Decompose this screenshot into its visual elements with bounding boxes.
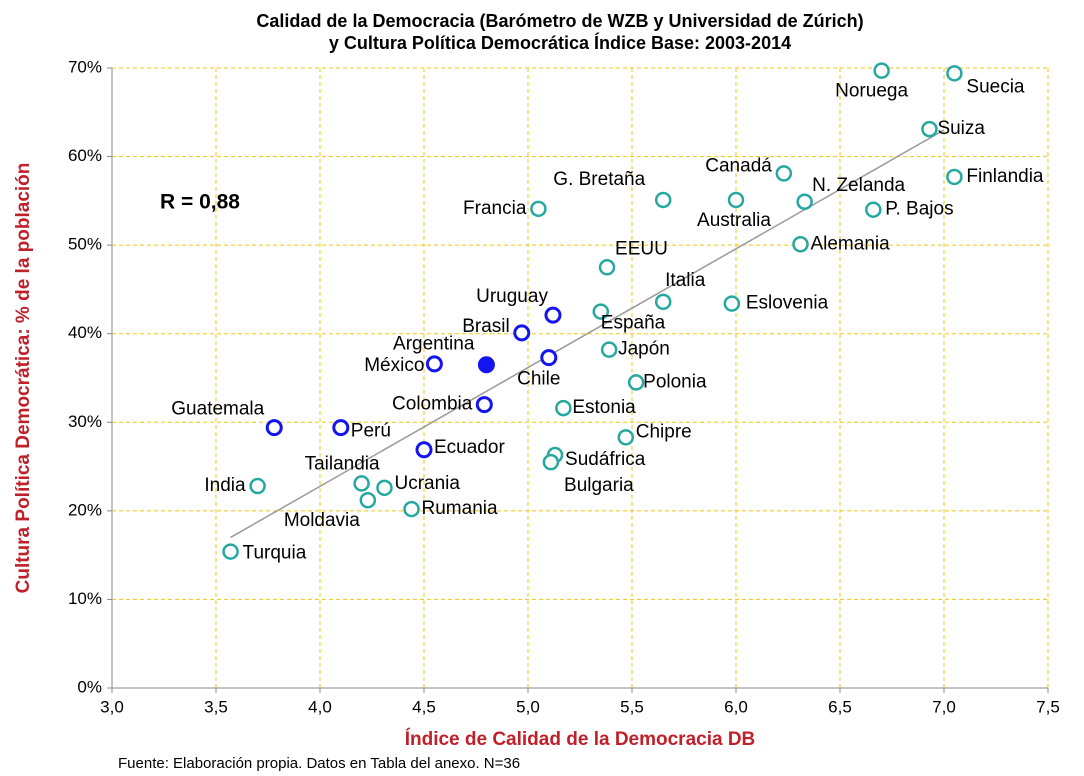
data-point <box>654 293 672 311</box>
point-label: Guatemala <box>171 399 264 420</box>
x-tick-label: 5,5 <box>620 697 644 716</box>
data-point <box>946 168 963 186</box>
point-label: México <box>364 355 424 376</box>
point-label: Colombia <box>392 394 473 415</box>
data-point <box>946 65 963 82</box>
data-point <box>865 201 882 218</box>
data-point <box>353 475 370 492</box>
data-point <box>617 429 635 446</box>
x-tick-label: 6,0 <box>724 697 748 716</box>
data-point <box>873 62 890 79</box>
point-label: Finlandia <box>966 166 1044 187</box>
x-tick-label: 3,0 <box>100 697 124 716</box>
chart-subtitle: y Cultura Política Democrática Índice Ba… <box>329 32 791 53</box>
point-label: Japón <box>618 339 670 360</box>
point-label: Ecuador <box>434 437 505 458</box>
point-label: Tailandia <box>305 453 380 474</box>
point-label: Suiza <box>937 118 985 139</box>
x-tick-label: 7,0 <box>932 697 956 716</box>
data-point <box>555 399 572 417</box>
point-label: P. Bajos <box>885 199 953 220</box>
data-point <box>513 324 531 342</box>
x-tick-label: 5,0 <box>516 697 540 716</box>
y-axis-title: Cultura Política Democrática: % de la po… <box>13 163 34 594</box>
data-point <box>403 500 420 518</box>
point-label: Alemania <box>810 233 890 254</box>
point-label: Bulgaria <box>564 475 634 496</box>
source-note: Fuente: Elaboración propia. Datos en Tab… <box>118 755 520 772</box>
data-point <box>542 453 560 471</box>
chart-title: Calidad de la Democracia (Barómetro de W… <box>256 11 863 31</box>
point-label: Perú <box>351 421 391 442</box>
data-point <box>332 419 350 437</box>
data-point <box>600 341 618 358</box>
y-tick-label: 0% <box>77 677 102 696</box>
data-point <box>376 479 393 497</box>
point-label: Brasil <box>462 316 510 337</box>
point-label: N. Zelanda <box>812 175 905 196</box>
data-point <box>544 306 562 324</box>
point-label: Chile <box>517 369 560 390</box>
point-label: Turquia <box>243 543 307 564</box>
point-label: G. Bretaña <box>553 169 645 190</box>
point-label: Canadá <box>705 155 772 176</box>
data-point <box>792 236 809 253</box>
data-point <box>592 303 610 320</box>
point-label: Argentina <box>393 334 475 355</box>
y-tick-label: 70% <box>68 57 102 76</box>
x-tick-label: 6,5 <box>828 697 852 716</box>
point-label: Suecia <box>966 76 1025 97</box>
data-point <box>425 355 443 373</box>
point-label: Eslovenia <box>746 293 829 314</box>
data-point <box>477 356 495 374</box>
point-label: Moldavia <box>284 510 360 531</box>
data-point <box>222 543 239 560</box>
data-point <box>265 419 283 437</box>
point-label: Estonia <box>572 397 636 418</box>
y-tick-label: 60% <box>68 146 102 165</box>
y-tick-label: 20% <box>68 500 102 519</box>
point-label: Rumania <box>422 498 498 519</box>
point-label: Australia <box>697 210 771 231</box>
point-label: Uruguay <box>476 286 548 307</box>
y-tick-label: 50% <box>68 235 102 254</box>
annotation: R = 0,88 <box>160 191 240 214</box>
point-label: Sudáfrica <box>565 449 646 470</box>
point-label: Noruega <box>835 81 908 102</box>
point-label: Polonia <box>643 371 707 392</box>
x-tick-label: 3,5 <box>204 697 228 716</box>
point-label: Chipre <box>636 421 692 442</box>
y-tick-label: 40% <box>68 323 102 342</box>
data-point <box>475 396 493 414</box>
x-tick-label: 7,5 <box>1036 697 1060 716</box>
point-label: Ucrania <box>394 473 460 494</box>
data-point <box>921 120 938 138</box>
data-point <box>627 374 645 391</box>
x-axis-title: Índice de Calidad de la Democracia DB <box>405 728 756 750</box>
trendline <box>230 129 945 539</box>
data-point <box>796 193 813 210</box>
data-point <box>540 349 558 367</box>
point-label: EEUU <box>615 238 668 259</box>
data-point <box>723 295 741 312</box>
data-point <box>415 441 433 459</box>
data-point <box>530 200 547 218</box>
data-point <box>598 259 616 276</box>
data-point <box>775 165 793 182</box>
point-label: Francia <box>463 198 527 219</box>
data-point <box>727 191 745 209</box>
data-point <box>359 491 377 509</box>
x-tick-label: 4,0 <box>308 697 332 716</box>
data-point <box>654 191 672 209</box>
x-tick-label: 4,5 <box>412 697 436 716</box>
y-tick-label: 30% <box>68 412 102 431</box>
y-tick-label: 10% <box>68 589 102 608</box>
point-label: India <box>204 475 246 496</box>
point-label: Italia <box>665 270 706 291</box>
point-label: España <box>601 313 666 334</box>
data-point <box>249 477 266 495</box>
